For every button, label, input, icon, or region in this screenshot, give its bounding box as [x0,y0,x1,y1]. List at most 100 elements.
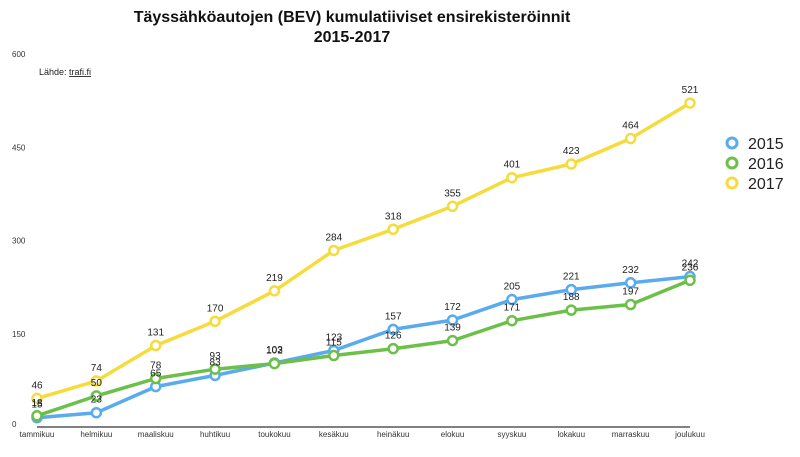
data-label-2015: 123 [325,333,342,344]
data-point-2016 [446,334,459,347]
x-tick-label: joulukuu [674,430,705,439]
data-point-2017 [506,171,518,184]
data-label-2017: 219 [266,273,283,284]
data-label-2016: 115 [326,338,342,349]
data-point-2015 [624,277,637,289]
y-tick-label: 450 [12,143,26,152]
x-tick-label: kesäkuu [319,430,349,439]
data-label-2017: 355 [444,188,461,199]
x-axis-ticks: tammikuu helmikuu maaliskuu huhtikuu toukoku… [20,430,705,439]
data-label-2015: 83 [210,357,222,368]
data-label-2016: 93 [210,351,222,362]
data-label-2017: 74 [91,363,103,374]
source-note: Lähde: trafi.fi [39,67,91,77]
x-tick-label: marraskuu [612,430,650,439]
data-label-2017: 423 [563,146,580,157]
data-label-2016: 139 [444,323,461,334]
data-point-2015 [387,323,399,336]
data-label-2017: 284 [325,232,342,243]
data-label-2016: 126 [385,331,402,342]
data-labels-group: 15 23 65 83 103 123 157 172 205 221 232 242 18 50 78 93… [31,85,698,411]
x-tick-label: maaliskuu [138,430,174,439]
source-link[interactable]: trafi.fi [69,67,91,77]
data-point-2016 [90,390,103,402]
data-label-2015: 172 [444,302,461,313]
series-line-2016 [35,278,692,418]
data-point-2016 [268,357,281,370]
data-label-2015: 65 [150,369,162,380]
data-point-2015 [446,314,459,326]
data-point-2016 [149,372,162,385]
y-tick-label: 300 [12,237,26,246]
data-label-2015: 23 [91,395,103,406]
data-point-2016 [328,349,340,362]
series-line-2017 [35,101,692,401]
data-point-2016 [565,304,578,316]
data-label-2017: 131 [147,328,164,339]
data-label-2016: 78 [150,361,162,372]
source-label: Lähde: [39,67,69,77]
data-label-2015: 221 [563,272,580,283]
legend-marker-2017 [725,176,739,190]
y-tick-label: 150 [12,330,26,339]
x-tick-label: syyskuu [497,430,526,439]
data-point-2017 [209,315,221,328]
data-point-2016 [506,314,518,327]
data-label-2015: 242 [682,259,699,270]
data-label-2017: 46 [31,380,43,391]
y-axis-ticks: 0 150 300 450 600 [12,50,26,429]
data-label-2017: 521 [682,85,699,96]
data-label-2016: 102 [266,346,283,357]
data-point-2017 [149,339,162,352]
x-tick-label: helmikuu [80,430,112,439]
data-point-2015 [90,406,103,419]
data-point-2017 [446,200,459,213]
series-line-2015 [35,274,692,420]
y-tick-label: 0 [12,420,17,429]
data-label-2017: 464 [622,121,639,132]
legend-label-2017: 2017 [748,176,784,193]
data-label-2016: 197 [622,287,639,298]
data-point-2017 [684,97,696,109]
data-point-2016 [387,342,399,355]
x-tick-label: elokuu [441,430,465,439]
x-tick-label: heinäkuu [377,430,409,439]
chart-title-line1: Täyssähköautojen (BEV) kumulatiiviset en… [134,9,571,26]
data-label-2015: 103 [266,345,283,356]
data-label-2016: 171 [504,303,521,314]
data-point-2017 [624,132,637,145]
legend: 2015 2016 2017 [725,136,784,193]
data-label-2016: 50 [91,378,103,389]
data-label-2017: 401 [504,160,521,171]
x-tick-label: toukokuu [258,430,290,439]
data-point-2017 [565,158,578,170]
x-tick-label: tammikuu [20,430,55,439]
data-label-2016: 18 [31,398,43,409]
data-label-2016: 236 [682,262,699,273]
data-point-2015 [565,283,578,296]
data-point-2016 [684,274,696,287]
legend-label-2015: 2015 [748,136,784,153]
data-label-2017: 318 [385,211,402,222]
y-tick-label: 600 [12,50,26,59]
data-label-2015: 205 [504,282,521,293]
data-point-2017 [268,285,281,297]
data-label-2017: 170 [207,303,224,314]
data-point-2017 [90,375,103,387]
legend-marker-2015 [725,136,739,150]
chart-title-line2: 2015-2017 [314,29,391,46]
series-group [31,97,696,424]
data-point-2017 [387,223,399,236]
data-point-2016 [31,410,43,422]
legend-label-2016: 2016 [748,156,784,173]
data-point-2017 [31,392,43,405]
data-point-2016 [624,298,637,311]
data-label-2015: 157 [385,311,402,322]
data-point-2017 [328,244,340,257]
legend-marker-2016 [725,156,739,170]
data-label-2015: 232 [622,265,639,276]
data-point-2016 [209,363,221,375]
data-label-2015: 15 [31,400,43,411]
x-tick-label: huhtikuu [200,430,230,439]
